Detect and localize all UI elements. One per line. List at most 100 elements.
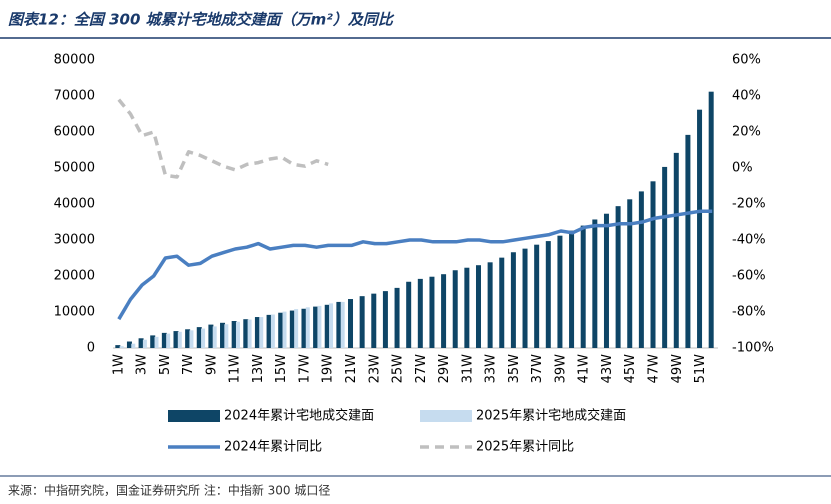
- bar: [557, 235, 563, 348]
- bar: [166, 333, 171, 348]
- x-tick-label: 21W: [344, 354, 359, 384]
- line: [117, 98, 329, 179]
- x-tick-label: 35W: [507, 354, 522, 384]
- x-tick-label: 11W: [228, 354, 243, 384]
- bar: [487, 262, 493, 348]
- bar: [154, 336, 159, 348]
- line: [117, 209, 713, 321]
- bar: [270, 314, 275, 348]
- bar: [534, 244, 540, 348]
- bar: [266, 314, 272, 348]
- bar: [340, 301, 345, 348]
- bar: [429, 276, 435, 348]
- bar: [615, 206, 621, 348]
- bar: [115, 345, 121, 348]
- bar: [150, 335, 156, 348]
- x-tick-label: 43W: [600, 354, 615, 384]
- x-tick-label: 33W: [484, 354, 499, 384]
- x-tick-label: 37W: [530, 354, 545, 384]
- y2-tick-label: -20%: [732, 197, 766, 212]
- y-tick-label: 60000: [54, 125, 95, 140]
- y2-tick-label: -100%: [732, 341, 774, 356]
- bar: [638, 191, 644, 348]
- x-tick-label: 41W: [577, 354, 592, 384]
- bar: [161, 332, 167, 348]
- bar: [464, 267, 470, 348]
- bar: [441, 274, 447, 348]
- x-tick-label: 13W: [251, 354, 266, 384]
- x-tick-label: 27W: [414, 354, 429, 384]
- bar: [201, 328, 206, 348]
- bar: [650, 181, 656, 348]
- bar: [592, 219, 598, 348]
- x-tick-label: 47W: [647, 354, 662, 384]
- legend-label: 2024年累计宅地成交建面: [224, 408, 374, 424]
- bar: [452, 270, 458, 348]
- legend-swatch: [420, 410, 472, 422]
- bar: [231, 321, 237, 348]
- x-tick-label: 51W: [693, 354, 708, 384]
- bar: [627, 199, 633, 348]
- bar: [697, 109, 703, 349]
- bar: [329, 303, 334, 348]
- bar: [359, 296, 365, 348]
- legend-swatch: [168, 410, 220, 422]
- bar: [324, 304, 330, 348]
- source: 来源：中指研究院，国金证券研究所 注：中指新 300 城口径: [8, 483, 330, 498]
- bar: [173, 331, 179, 348]
- bar: [673, 152, 679, 348]
- bar: [371, 293, 377, 348]
- bar: [348, 299, 354, 348]
- y2-tick-label: -60%: [732, 269, 766, 284]
- legend-label: 2024年累计同比: [224, 440, 322, 455]
- bar: [289, 310, 295, 348]
- bar: [208, 324, 214, 348]
- y-tick-label: 80000: [54, 53, 95, 68]
- y2-tick-label: 0%: [732, 161, 753, 176]
- legend-label: 2025年累计宅地成交建面: [476, 408, 626, 424]
- y2-tick-label: 40%: [732, 89, 761, 104]
- y-tick-label: 20000: [54, 269, 95, 284]
- y-tick-label: 30000: [54, 233, 95, 248]
- x-tick-label: 7W: [181, 354, 196, 375]
- bar: [189, 330, 194, 348]
- x-tick-label: 15W: [274, 354, 289, 384]
- x-tick-label: 3W: [135, 354, 150, 375]
- bar: [138, 338, 144, 348]
- bar: [685, 134, 691, 348]
- x-tick-label: 25W: [391, 354, 406, 384]
- x-tick-label: 23W: [367, 354, 382, 384]
- bar: [247, 319, 252, 348]
- bar: [282, 311, 287, 348]
- x-tick-label: 31W: [460, 354, 475, 384]
- bar: [185, 329, 191, 348]
- bar: [294, 309, 299, 348]
- y-tick-label: 50000: [54, 161, 95, 176]
- bar: [131, 343, 136, 348]
- legend-label: 2025年累计同比: [476, 440, 574, 455]
- bar: [394, 287, 400, 348]
- x-tick-label: 17W: [297, 354, 312, 384]
- x-tick-label: 19W: [321, 354, 336, 384]
- bar: [126, 341, 132, 348]
- bar: [177, 331, 182, 348]
- bar: [522, 248, 528, 348]
- bar: [317, 305, 322, 348]
- y2-tick-label: -40%: [732, 233, 766, 248]
- x-tick-label: 5W: [158, 354, 173, 375]
- bar: [301, 308, 307, 348]
- bar: [305, 307, 310, 348]
- y2-tick-label: -80%: [732, 305, 766, 320]
- bar: [259, 317, 264, 348]
- x-tick-label: 9W: [204, 354, 219, 375]
- bar: [603, 213, 609, 348]
- bar: [313, 306, 319, 348]
- bar: [142, 339, 147, 348]
- bar: [196, 327, 202, 348]
- bar: [235, 321, 240, 348]
- bar: [580, 225, 586, 348]
- y2-tick-label: 20%: [732, 125, 761, 140]
- y2-tick-label: 60%: [732, 53, 761, 68]
- bar: [336, 301, 342, 348]
